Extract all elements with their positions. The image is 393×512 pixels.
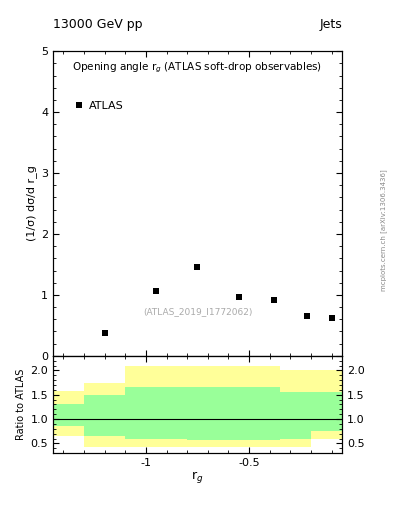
- X-axis label: r$_g$: r$_g$: [191, 470, 204, 485]
- Text: 13000 GeV pp: 13000 GeV pp: [53, 18, 143, 31]
- Y-axis label: Ratio to ATLAS: Ratio to ATLAS: [16, 369, 26, 440]
- Legend: ATLAS: ATLAS: [70, 96, 128, 115]
- Text: mcplots.cern.ch [arXiv:1306.3436]: mcplots.cern.ch [arXiv:1306.3436]: [380, 169, 387, 291]
- Y-axis label: (1/σ) dσ/d r_g: (1/σ) dσ/d r_g: [26, 165, 37, 242]
- Text: (ATLAS_2019_I1772062): (ATLAS_2019_I1772062): [143, 307, 252, 316]
- Text: Opening angle r$_g$ (ATLAS soft-drop observables): Opening angle r$_g$ (ATLAS soft-drop obs…: [72, 60, 323, 75]
- Text: Jets: Jets: [319, 18, 342, 31]
